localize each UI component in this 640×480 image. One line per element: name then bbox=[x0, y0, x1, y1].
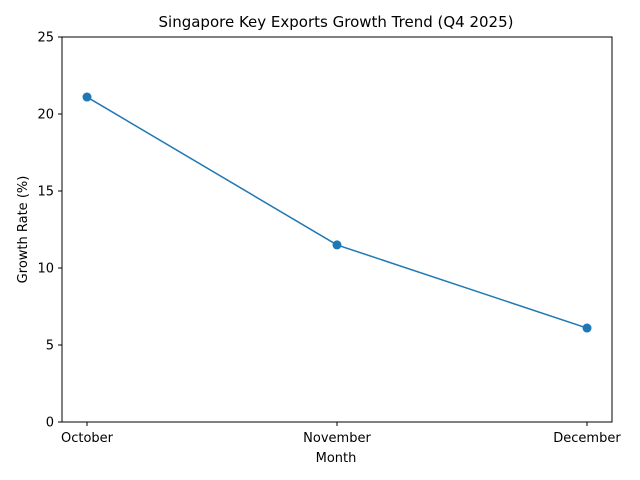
y-tick-label: 0 bbox=[46, 416, 54, 431]
x-axis-label: Month bbox=[316, 451, 357, 466]
y-tick-label: 25 bbox=[37, 31, 54, 46]
y-tick-label: 20 bbox=[37, 108, 54, 123]
chart-title: Singapore Key Exports Growth Trend (Q4 2… bbox=[159, 13, 514, 31]
data-point bbox=[82, 92, 92, 102]
plot-area-frame bbox=[61, 36, 613, 423]
x-axis: October November December bbox=[61, 422, 621, 446]
x-tick-label: November bbox=[303, 431, 371, 446]
data-point bbox=[582, 323, 592, 333]
x-tick-label: October bbox=[61, 431, 114, 446]
y-tick-label: 10 bbox=[37, 262, 54, 277]
data-point bbox=[332, 240, 342, 250]
data-points bbox=[82, 92, 592, 333]
y-tick-label: 15 bbox=[37, 185, 54, 200]
y-tick-label: 5 bbox=[46, 339, 54, 354]
y-axis-label: Growth Rate (%) bbox=[16, 176, 31, 284]
series-line-growth-rate bbox=[86, 96, 588, 329]
x-tick-label: December bbox=[553, 431, 621, 446]
y-axis: 0 5 10 15 20 25 bbox=[37, 31, 62, 431]
